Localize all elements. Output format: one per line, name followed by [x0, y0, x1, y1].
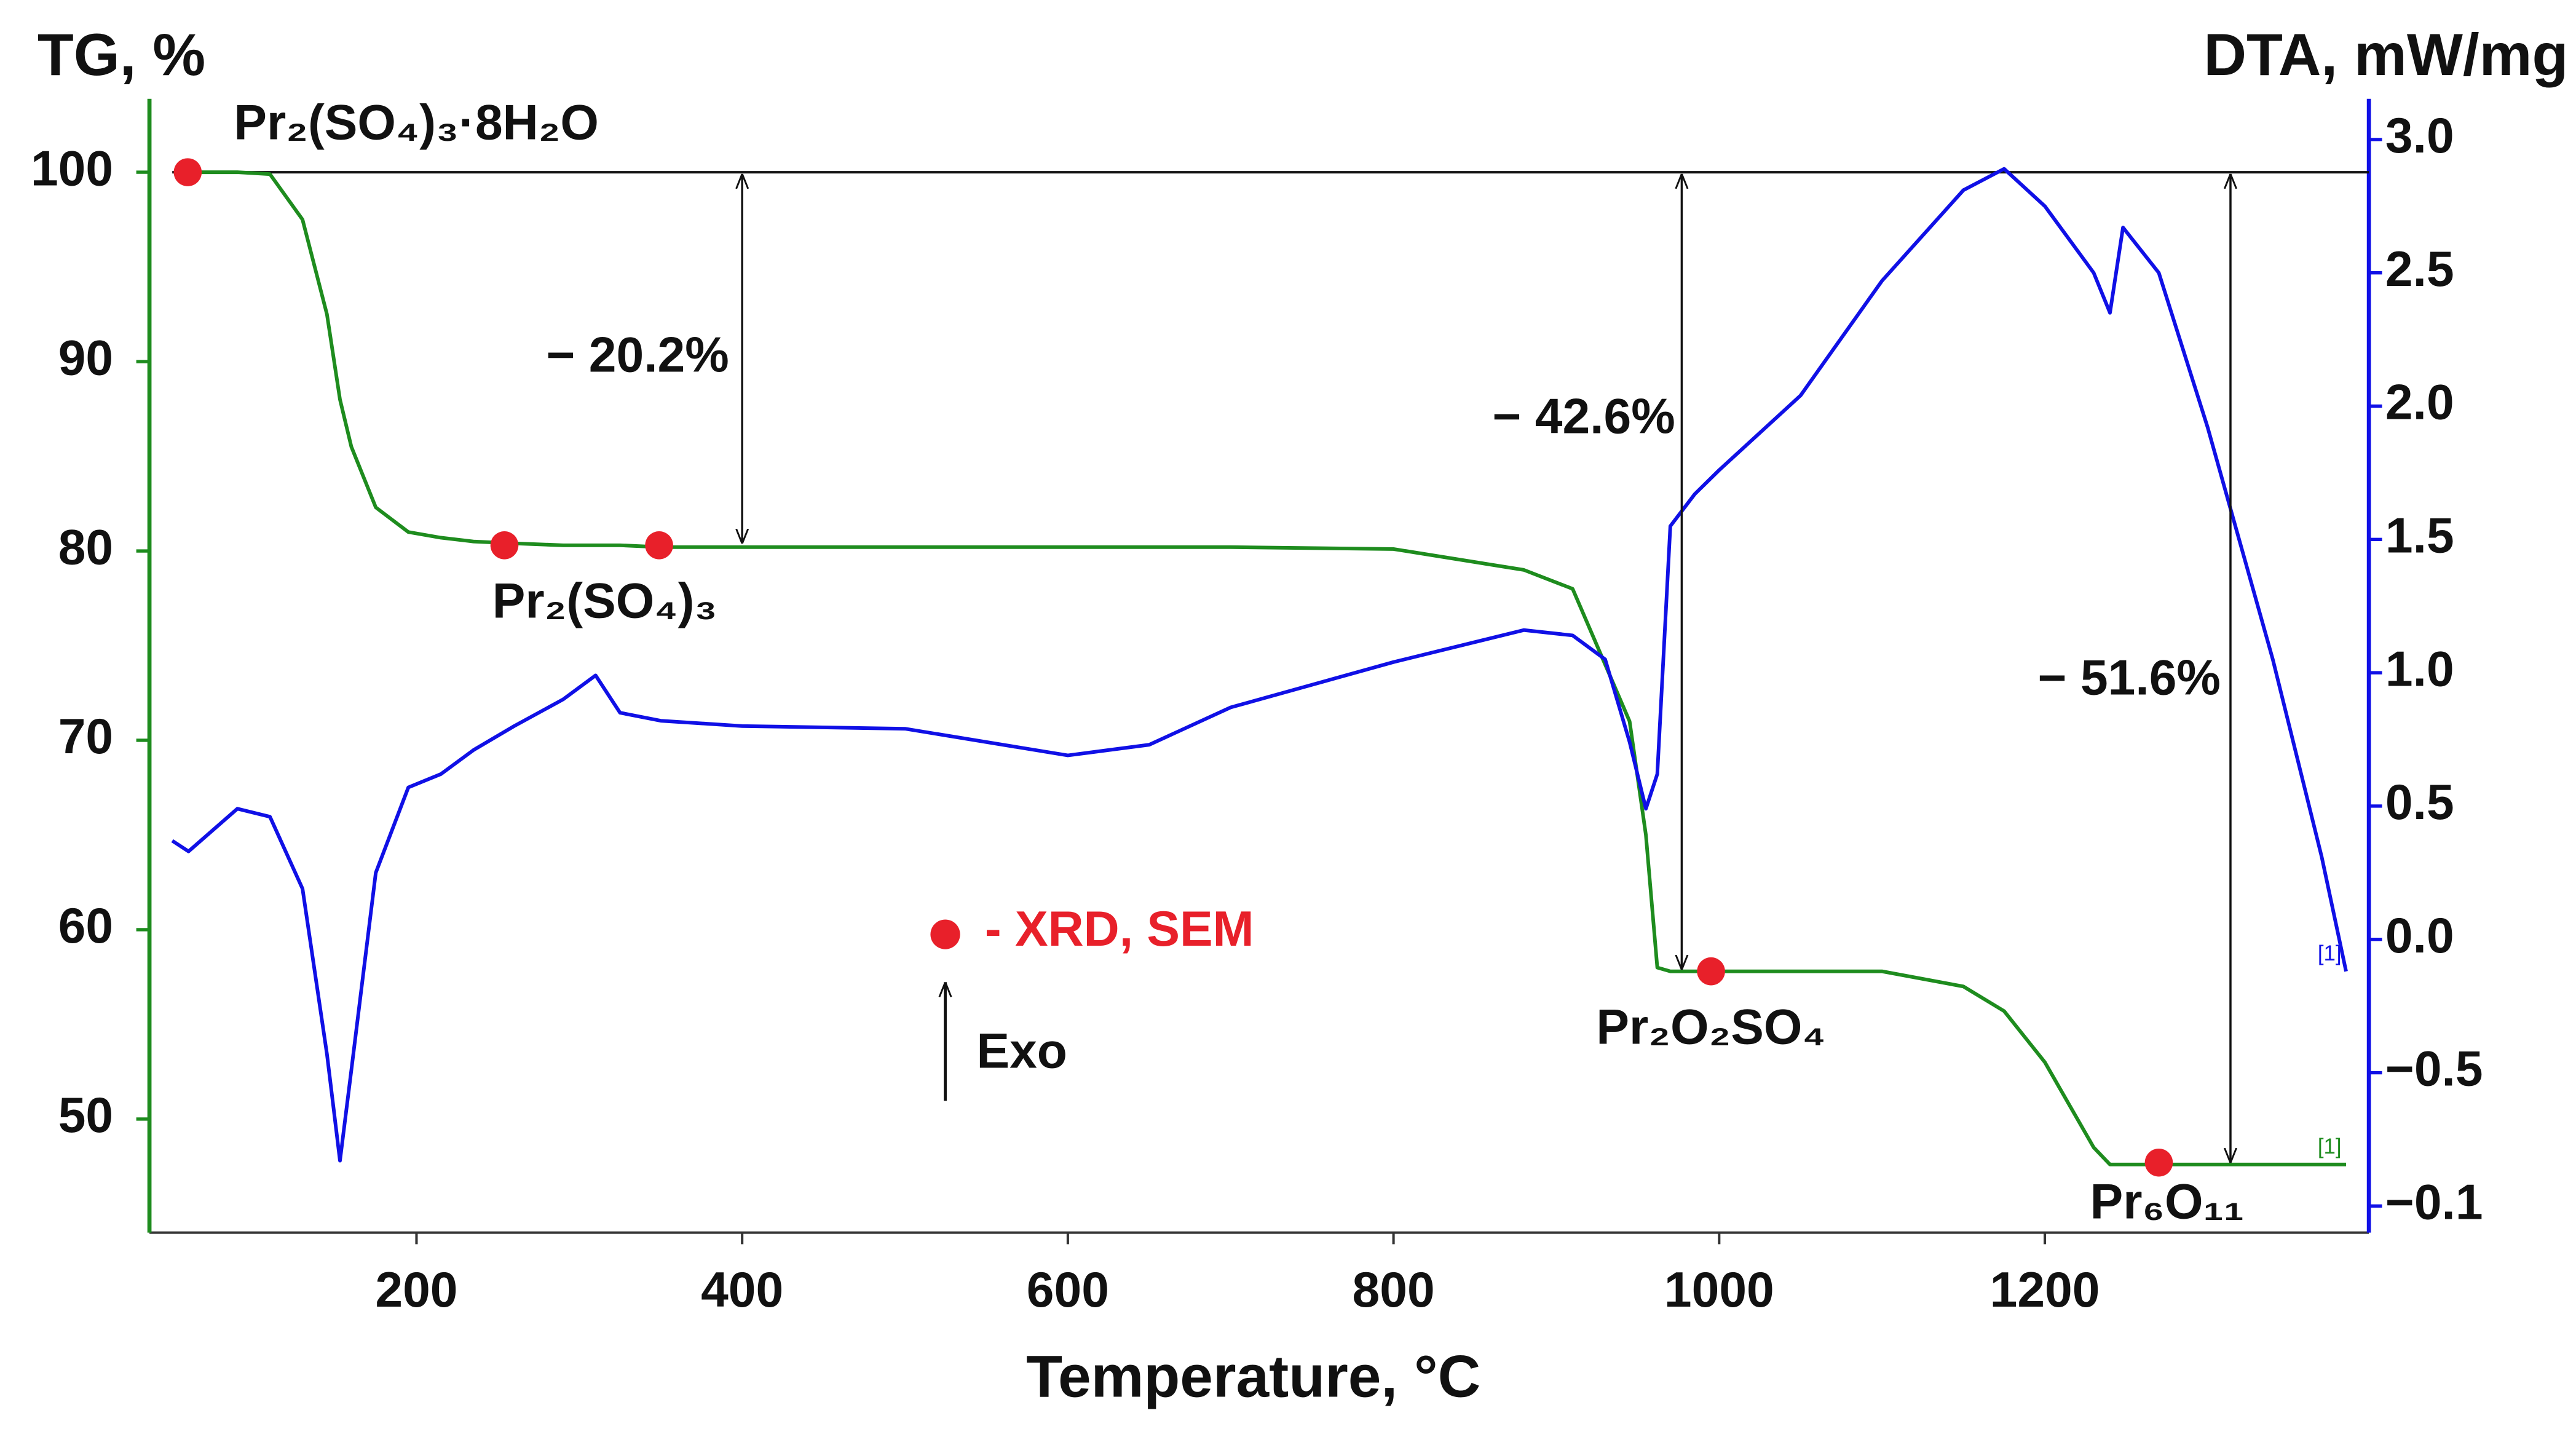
xrd-point [173, 158, 202, 186]
series-tag: [1] [2318, 1134, 2342, 1158]
y2-tick-label: 1.5 [2385, 509, 2454, 564]
y2-tick-label: 2.5 [2385, 242, 2454, 297]
y-tick-label: 100 [31, 141, 113, 196]
y2-axis-title: DTA, mW/mg [2203, 22, 2568, 88]
xrd-point [490, 531, 519, 560]
exo-label: Exo [976, 1023, 1067, 1079]
y2-tick-label: −0.5 [2385, 1042, 2483, 1097]
mass-loss-label: − 20.2% [546, 328, 729, 383]
xrd-point [1697, 957, 1725, 986]
y-tick-label: 50 [58, 1088, 113, 1143]
data-line [188, 170, 2347, 1166]
mass-loss-label: − 42.6% [1492, 389, 1675, 445]
mass-loss-label: − 51.6% [2038, 651, 2221, 706]
phase-label: Pr₂(SO₄)₃·8H₂O [234, 95, 599, 150]
y2-tick-label: 0.5 [2385, 775, 2454, 830]
y2-tick-label: 3.0 [2385, 108, 2454, 164]
y2-tick-label: −0.1 [2385, 1175, 2483, 1230]
x-tick-label: 800 [1353, 1262, 1435, 1318]
y2-tick-label: 0.0 [2385, 908, 2454, 964]
legend-label: - XRD, SEM [985, 901, 1254, 957]
legend-marker [930, 919, 960, 949]
y-tick-label: 70 [58, 709, 113, 764]
y-tick-label: 60 [58, 898, 113, 954]
y-axis-title: TG, % [38, 22, 205, 88]
data-line [171, 167, 2348, 1163]
y-tick-label: 80 [58, 520, 113, 575]
phase-label: Pr₆O₁₁ [2090, 1174, 2244, 1230]
x-tick-label: 400 [701, 1262, 783, 1318]
x-tick-label: 1000 [1664, 1262, 1774, 1318]
x-tick-label: 1200 [1990, 1262, 2100, 1318]
series-tag: [1] [2318, 941, 2342, 965]
phase-label: Pr₂O₂SO₄ [1596, 999, 1825, 1055]
y-tick-label: 90 [58, 330, 113, 386]
phase-label: Pr₂(SO₄)₃ [492, 574, 717, 629]
xrd-point [645, 531, 673, 560]
y2-tick-label: 2.0 [2385, 375, 2454, 430]
x-axis-title: Temperature, °C [1026, 1344, 1480, 1409]
y2-tick-label: 1.0 [2385, 641, 2454, 697]
x-tick-label: 600 [1027, 1262, 1109, 1318]
x-tick-label: 200 [375, 1262, 457, 1318]
xrd-point [2144, 1148, 2173, 1177]
